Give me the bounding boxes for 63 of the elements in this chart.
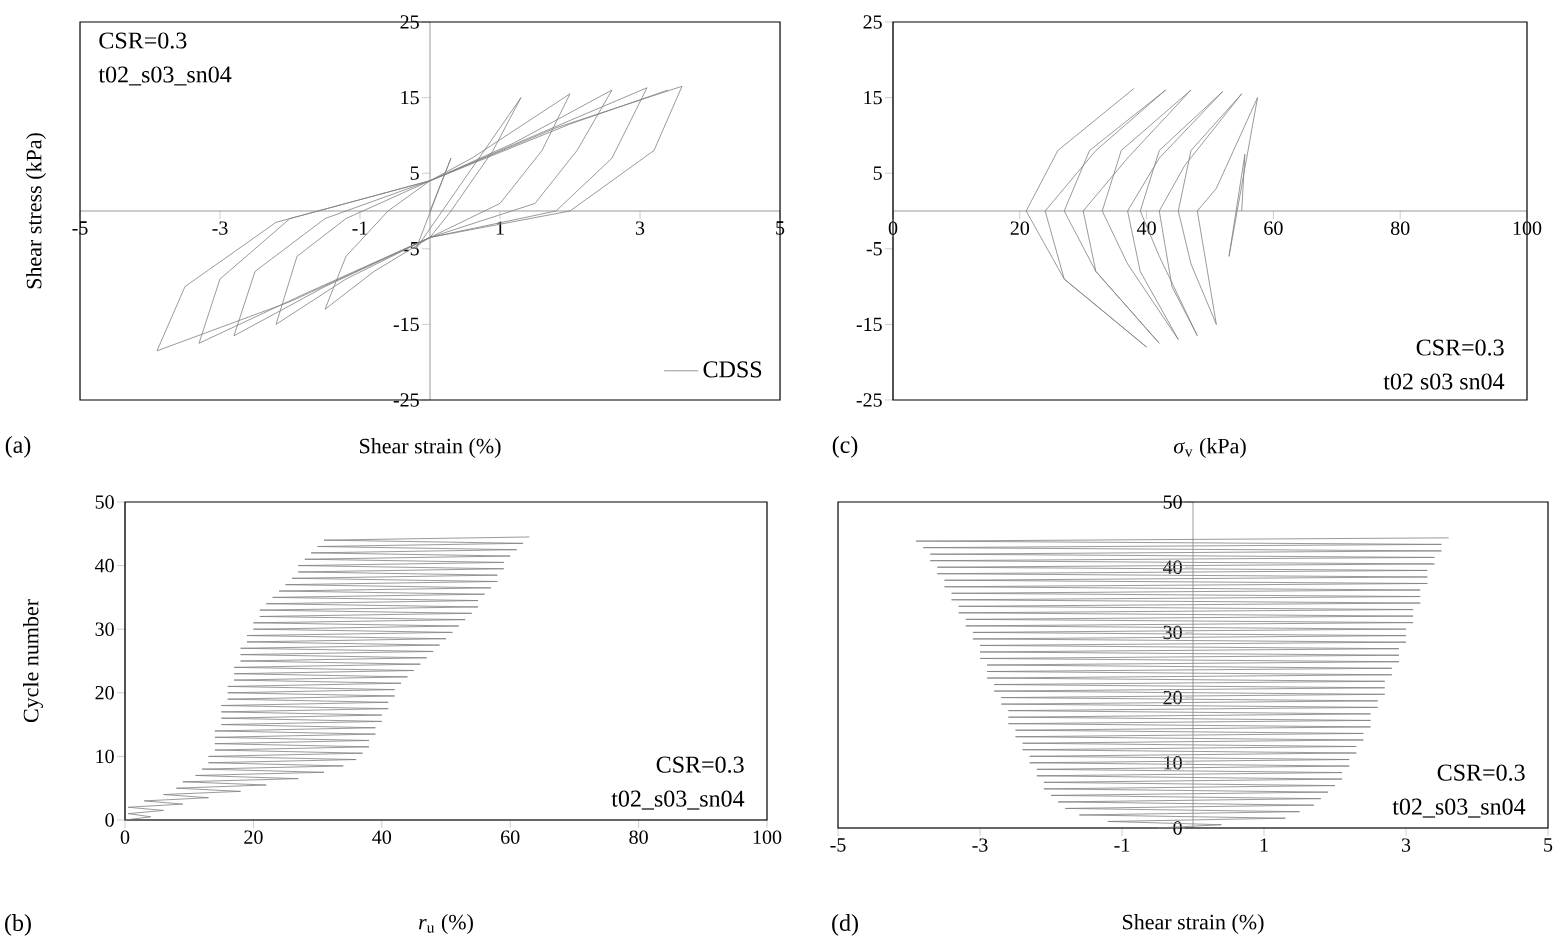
x-tick-label: 100	[753, 830, 782, 844]
y-tick-label: -5	[866, 242, 882, 256]
y-axis-title: Cycle number	[23, 599, 43, 723]
y-tick-label: 10	[96, 749, 114, 764]
text: (b)	[5, 914, 31, 936]
x-axis-title: Shear strain (%)	[1123, 914, 1264, 934]
annotation: CSR=0.3	[656, 756, 744, 773]
y-tick-label: 5	[410, 166, 419, 180]
y-tick-label: 40	[1162, 560, 1182, 574]
x-tick-label: -3	[972, 838, 988, 852]
x-axis-title: r$_{u}$ (%)	[418, 914, 473, 934]
y-tick-label: -25	[856, 393, 882, 407]
x-tick-label: 3	[1401, 838, 1411, 852]
x-tick-label: 1	[496, 221, 504, 235]
y-axis-title: Shear stress (kPa)	[26, 133, 46, 289]
y-tick-label: 25	[863, 15, 882, 29]
x-tick-label: 80	[1390, 221, 1410, 235]
x-tick-label: 20	[1010, 221, 1030, 235]
x-tick-label: 60	[1264, 221, 1283, 235]
legend-label: CDSS	[703, 361, 762, 378]
annotation: CSR=0.3	[1416, 339, 1504, 356]
y-tick-label: -15	[393, 317, 419, 332]
x-tick-label: 40	[372, 830, 392, 844]
text: (c)	[832, 436, 858, 458]
y-tick-label: 30	[95, 622, 114, 636]
annotation: t02_s03_sn04	[611, 790, 745, 810]
x-tick-label: -5	[830, 838, 846, 852]
text: (a)	[5, 436, 31, 458]
annotation: t02_s03_sn04	[1392, 798, 1526, 818]
y-tick-label: 25	[400, 15, 419, 29]
x-tick-label: 20	[244, 830, 263, 844]
y-tick-label: 10	[1164, 756, 1182, 770]
y-tick-label: -5	[403, 242, 419, 256]
x-tick-label: 60	[501, 830, 520, 844]
y-tick-label: -15	[856, 317, 882, 332]
x-axis-title: Shear strain (%)	[360, 438, 501, 458]
y-tick-label: 5	[873, 166, 882, 180]
x-tick-label: 40	[1136, 221, 1156, 235]
x-tick-label: 0	[120, 830, 130, 844]
y-tick-label: 15	[401, 90, 419, 105]
y-tick-label: 20	[1163, 690, 1182, 705]
x-tick-label: -3	[212, 221, 228, 235]
y-tick-label: 15	[864, 90, 882, 105]
y-tick-label: 40	[94, 558, 114, 573]
annotation: t02 s03 sn04	[1383, 373, 1505, 390]
x-axis-title: σ$_{v}$ (kPa)	[1173, 438, 1246, 458]
x-tick-label: 3	[635, 221, 645, 235]
annotation: t02_s03_sn04	[98, 66, 232, 86]
annotation: CSR=0.3	[1437, 764, 1525, 781]
x-tick-label: -1	[352, 221, 368, 235]
x-tick-label: -1	[1114, 838, 1130, 852]
y-tick-label: 0	[105, 813, 114, 827]
x-tick-label: 1	[1260, 838, 1268, 852]
y-tick-label: 0	[1173, 821, 1182, 835]
x-tick-label: 5	[1544, 838, 1553, 852]
x-tick-label: 80	[629, 830, 648, 844]
y-tick-label: 30	[1163, 625, 1182, 640]
y-tick-label: 50	[95, 495, 114, 509]
y-tick-label: -25	[393, 393, 419, 407]
annotation: CSR=0.3	[99, 32, 187, 49]
y-tick-label: 20	[95, 686, 114, 700]
text: (d)	[832, 914, 858, 936]
y-tick-label: 50	[1163, 495, 1182, 509]
